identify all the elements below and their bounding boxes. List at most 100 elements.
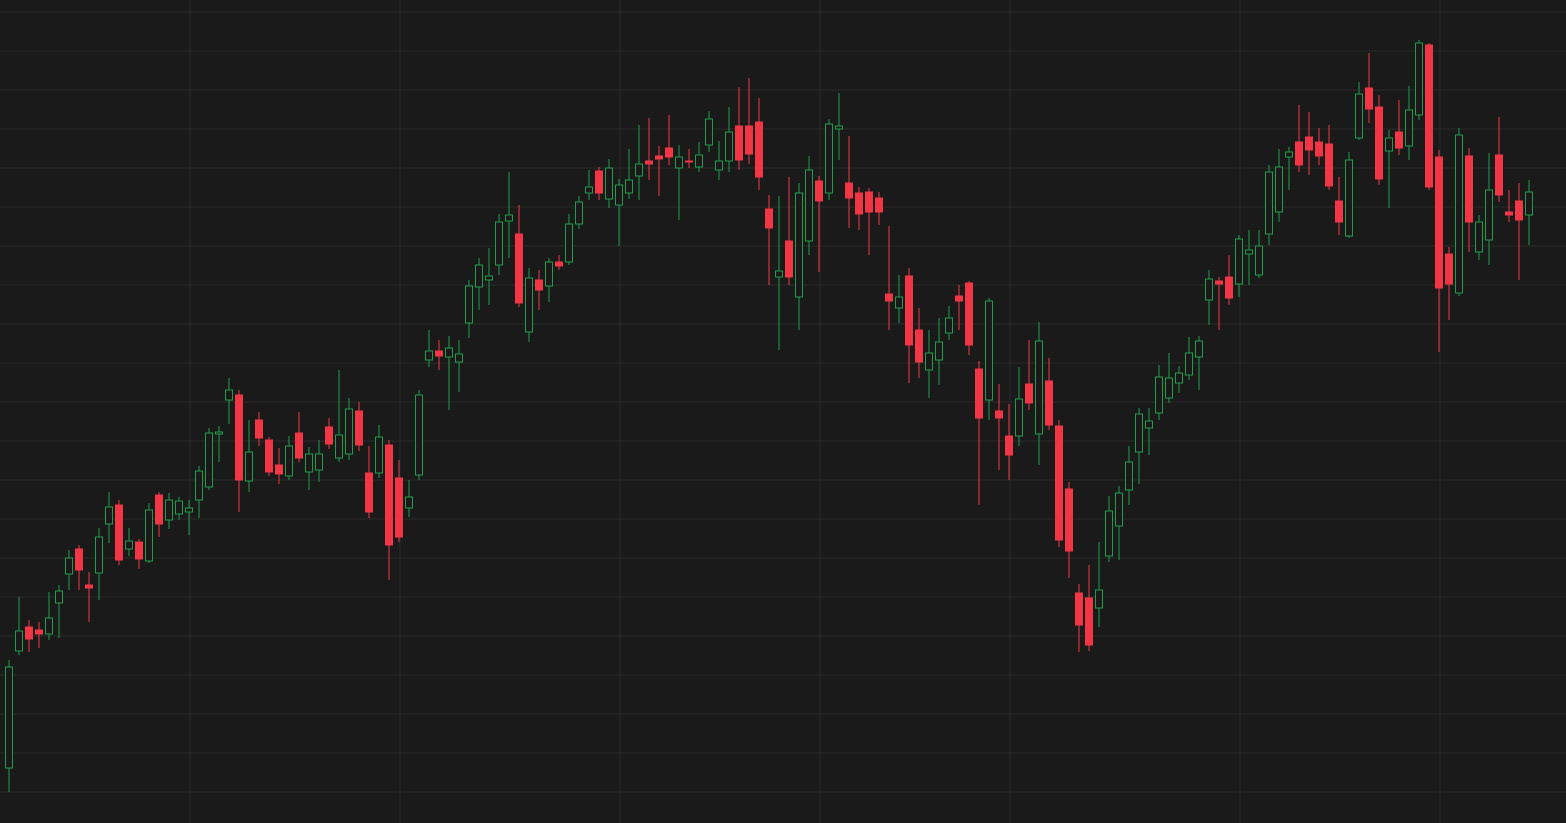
candle-body xyxy=(475,264,483,288)
candle-body xyxy=(375,436,383,474)
candle-body xyxy=(655,155,663,160)
candle-body xyxy=(35,629,43,635)
candle-body xyxy=(365,472,373,513)
candle-body xyxy=(305,453,313,473)
candle-body xyxy=(515,233,523,304)
candle-body xyxy=(815,180,823,202)
candle-body xyxy=(865,191,873,213)
candle-body xyxy=(1195,340,1203,358)
candle-body xyxy=(405,496,413,509)
candle-body xyxy=(145,509,153,562)
candles xyxy=(5,40,1533,792)
candle-body xyxy=(325,426,333,445)
candle-body xyxy=(725,131,733,162)
candle-body xyxy=(1105,510,1113,557)
candle-body xyxy=(905,275,913,346)
candle-body xyxy=(525,277,533,333)
candle-body xyxy=(685,160,693,163)
candle-body xyxy=(805,169,813,242)
candle-body xyxy=(25,626,33,640)
candle-body xyxy=(695,154,703,168)
candle-body xyxy=(15,630,23,652)
candle-body xyxy=(1145,420,1153,429)
candle-body xyxy=(505,214,513,222)
candle-body xyxy=(735,125,743,161)
candle-body xyxy=(825,123,833,194)
candle-body xyxy=(1465,155,1473,223)
candle-body xyxy=(1475,221,1483,253)
candle-body xyxy=(775,270,783,278)
candle-body xyxy=(845,182,853,199)
candle-body xyxy=(935,341,943,361)
candle-body xyxy=(395,477,403,538)
candle-body xyxy=(1395,131,1403,149)
candle-body xyxy=(105,506,113,525)
candle-body xyxy=(575,201,583,225)
candle-body xyxy=(1045,380,1053,426)
candle-body xyxy=(1215,280,1223,285)
candle-body xyxy=(275,464,283,475)
candle-body xyxy=(1175,372,1183,384)
candle-body xyxy=(785,240,793,278)
candle-body xyxy=(205,432,213,488)
candle-body xyxy=(1025,383,1033,404)
candle-body xyxy=(1375,106,1383,180)
candle-body xyxy=(165,499,173,521)
candle-body xyxy=(125,540,133,550)
candle-body xyxy=(1035,340,1043,435)
candle-body xyxy=(65,557,73,575)
candle-body xyxy=(195,470,203,501)
candle-body xyxy=(605,167,613,200)
candle-body xyxy=(265,439,273,473)
candle-body xyxy=(1185,352,1193,376)
candle-body xyxy=(1265,171,1273,235)
candle-body xyxy=(355,410,363,446)
candle-body xyxy=(235,394,243,481)
candle-body xyxy=(745,125,753,155)
candle-body xyxy=(965,282,973,346)
candle-body xyxy=(1295,141,1303,166)
candle-body xyxy=(535,279,543,291)
candle-body xyxy=(1255,245,1263,276)
candle-body xyxy=(705,118,713,146)
candle-body xyxy=(1015,398,1023,437)
candle-body xyxy=(1165,377,1173,399)
candle-body xyxy=(1515,200,1523,221)
candle-body xyxy=(1205,278,1213,301)
candle-body xyxy=(95,536,103,574)
candle-body xyxy=(1005,435,1013,456)
candle-body xyxy=(1435,156,1443,289)
candle-body xyxy=(875,197,883,213)
candle-body xyxy=(1315,141,1323,157)
candle-body xyxy=(295,432,303,459)
candle-body xyxy=(75,548,83,571)
candle-body xyxy=(555,261,563,267)
candle-body xyxy=(835,125,843,130)
candle-body xyxy=(415,394,423,476)
candle-body xyxy=(665,147,673,158)
candle-body xyxy=(645,160,653,165)
candle-body xyxy=(895,296,903,309)
candle-body xyxy=(115,504,123,561)
candle-body xyxy=(1525,191,1533,216)
candle-body xyxy=(465,285,473,324)
candle-body xyxy=(255,419,263,439)
candle-body xyxy=(1085,597,1093,646)
candle-body xyxy=(1495,154,1503,196)
candle-body xyxy=(175,500,183,515)
candle-body xyxy=(245,451,253,482)
candle-body xyxy=(795,192,803,298)
candle-body xyxy=(635,163,643,177)
candle-body xyxy=(1305,136,1313,151)
candle-body xyxy=(335,434,343,459)
candle-body xyxy=(445,347,453,358)
candle-body xyxy=(855,192,863,215)
candle-body xyxy=(55,590,63,604)
candle-body xyxy=(565,223,573,263)
candle-body xyxy=(1355,93,1363,139)
candle-body xyxy=(995,410,1003,419)
candle-body xyxy=(1285,151,1293,158)
